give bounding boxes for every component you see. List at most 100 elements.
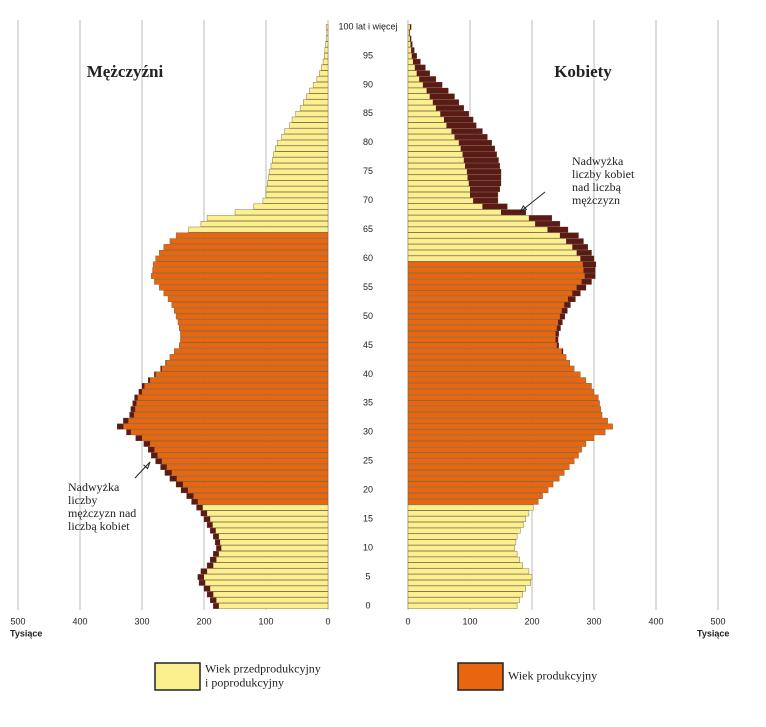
excess-bar xyxy=(197,574,204,580)
excess-bar xyxy=(191,499,198,505)
excess-bar xyxy=(462,151,497,158)
excess-bar xyxy=(429,93,455,100)
bar xyxy=(276,139,329,146)
bar xyxy=(284,128,329,135)
bar xyxy=(407,475,560,482)
bar xyxy=(407,441,587,447)
bar xyxy=(407,226,569,233)
excess-bar xyxy=(216,545,222,551)
bar xyxy=(174,348,329,355)
bar xyxy=(407,603,518,609)
excess-bar xyxy=(210,557,217,563)
bar xyxy=(407,394,599,401)
excess-bar xyxy=(463,157,499,163)
bar xyxy=(203,516,329,523)
bar xyxy=(407,278,592,285)
bar xyxy=(324,53,329,59)
bar xyxy=(213,533,329,540)
bar xyxy=(169,238,329,245)
excess-bar xyxy=(196,504,203,511)
bar xyxy=(141,383,329,389)
annotation: liczby kobiet xyxy=(572,167,635,181)
bar xyxy=(407,452,579,459)
bar xyxy=(407,331,559,337)
excess-bar xyxy=(123,418,129,424)
bar xyxy=(159,249,329,256)
bar xyxy=(407,527,521,534)
bar xyxy=(407,388,595,395)
bar xyxy=(163,290,329,297)
bar xyxy=(306,93,329,100)
bar xyxy=(407,296,576,302)
bar xyxy=(407,261,597,268)
excess-bar xyxy=(419,76,436,82)
x-tick-label: 500 xyxy=(10,616,25,626)
excess-bar xyxy=(164,470,172,476)
bar xyxy=(309,87,329,94)
excess-bar xyxy=(411,47,415,53)
excess-bar xyxy=(414,64,426,71)
excess-bar xyxy=(432,99,459,105)
bar xyxy=(407,354,567,360)
age-label: 80 xyxy=(363,137,373,147)
bar xyxy=(407,255,595,262)
bar xyxy=(407,522,524,528)
excess-bar xyxy=(143,441,151,447)
bar xyxy=(407,307,568,314)
bar xyxy=(407,383,592,389)
excess-bar xyxy=(564,302,571,308)
annotation: mężczyzn xyxy=(572,193,620,207)
excess-bar xyxy=(148,377,151,383)
excess-bar xyxy=(443,116,474,123)
excess-bar xyxy=(181,487,188,493)
age-label: 55 xyxy=(363,282,373,292)
bar xyxy=(175,232,329,239)
excess-bar xyxy=(581,279,592,285)
bar xyxy=(186,493,329,499)
excess-bar xyxy=(160,365,162,372)
bar xyxy=(407,585,527,592)
bar xyxy=(407,412,603,418)
excess-bar xyxy=(135,435,142,441)
excess-bar xyxy=(213,551,219,557)
bar xyxy=(407,493,543,499)
bar xyxy=(407,238,584,245)
legend-swatch xyxy=(457,662,504,691)
excess-bar xyxy=(213,533,219,540)
excess-bar xyxy=(129,412,134,418)
bar xyxy=(216,545,329,551)
bar xyxy=(163,244,329,250)
excess-bar xyxy=(473,198,498,204)
bar xyxy=(188,226,329,233)
bar xyxy=(160,365,329,372)
bar xyxy=(407,342,559,349)
annotation: nad liczbą xyxy=(572,180,622,194)
age-label: 85 xyxy=(363,108,373,118)
bar xyxy=(203,585,329,592)
bar xyxy=(407,458,575,465)
excess-bar xyxy=(426,88,449,94)
bar xyxy=(407,539,517,546)
bar xyxy=(152,267,329,274)
bar xyxy=(209,597,329,604)
excess-bar xyxy=(210,597,217,603)
excess-bar xyxy=(580,255,594,262)
bar xyxy=(209,556,329,563)
bar xyxy=(407,406,602,413)
bar xyxy=(407,244,589,250)
bar xyxy=(268,174,329,181)
bar xyxy=(160,464,329,470)
bar xyxy=(407,336,559,343)
bar xyxy=(169,354,329,360)
excess-bar xyxy=(155,458,162,464)
excess-bar xyxy=(176,481,183,488)
bar xyxy=(147,377,329,384)
excess-bar xyxy=(446,122,477,129)
bar xyxy=(407,319,563,326)
bar xyxy=(270,163,329,169)
bar xyxy=(407,516,527,523)
excess-bar xyxy=(409,24,412,30)
bar xyxy=(407,551,518,557)
bar xyxy=(299,105,329,111)
excess-bar xyxy=(460,145,495,152)
